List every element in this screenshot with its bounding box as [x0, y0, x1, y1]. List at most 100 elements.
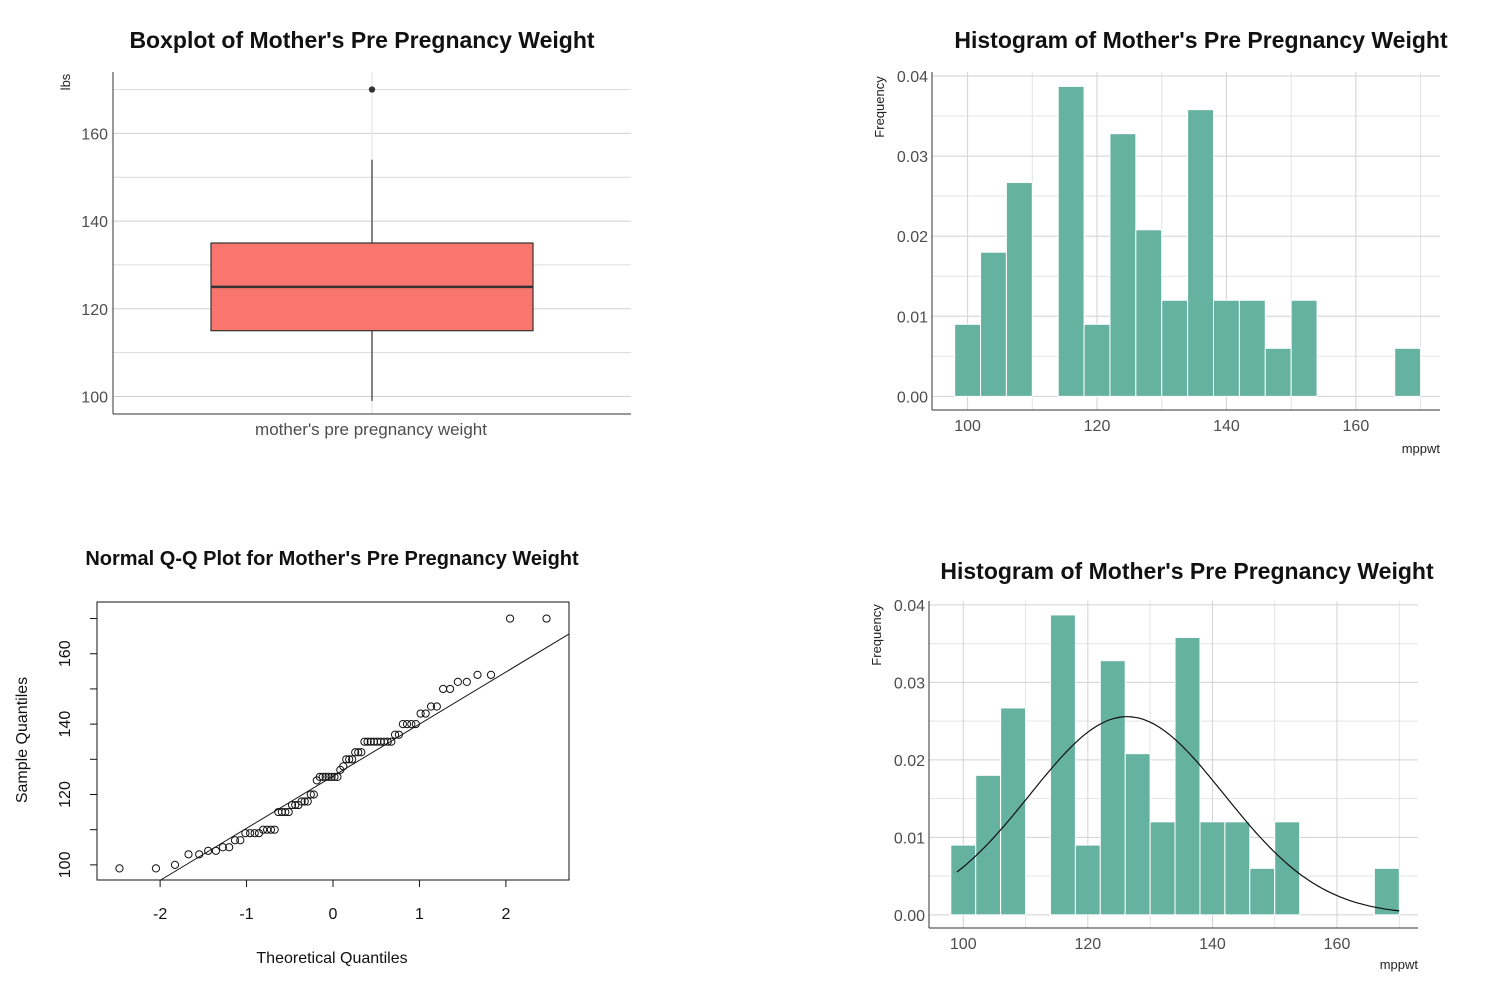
- qq-point: [236, 836, 245, 845]
- qq-point: [230, 836, 240, 845]
- qq-point: [542, 614, 551, 623]
- qq-point: [345, 755, 354, 764]
- boxplot-category-label: mother's pre pregnancy weight: [255, 420, 487, 439]
- y-tick-label: 0.01: [897, 309, 928, 326]
- histogram-bar: [1238, 299, 1266, 397]
- histogram-panel: Histogram of Mother's Pre Pregnancy Weig…: [872, 27, 1448, 456]
- histogram-bar: [1074, 844, 1101, 916]
- y-tick-label: 0.00: [897, 389, 928, 406]
- histogram-bar: [1149, 821, 1176, 916]
- qq-point: [151, 864, 161, 873]
- qq-y-label: Sample Quantiles: [14, 677, 31, 803]
- qq-point: [241, 829, 250, 838]
- histogram-bar: [1373, 867, 1400, 916]
- qq-point: [363, 737, 372, 746]
- qq-point: [473, 670, 482, 679]
- y-tick-label: 120: [81, 302, 108, 319]
- histogram-title: Histogram of Mother's Pre Pregnancy Weig…: [954, 27, 1448, 53]
- qq-point: [398, 720, 407, 729]
- qq-point: [432, 702, 441, 711]
- y-tick-label: 140: [57, 711, 74, 738]
- qq-point: [426, 702, 436, 711]
- y-tick-label: 100: [81, 389, 108, 406]
- qq-point: [421, 709, 430, 718]
- qq-panel: Normal Q-Q Plot for Mother's Pre Pregnan…: [14, 548, 579, 967]
- y-tick-label: 140: [81, 214, 108, 231]
- qq-point: [306, 790, 315, 799]
- qq-point: [115, 864, 124, 873]
- y-tick-label: 0.04: [897, 69, 928, 86]
- histogram-density-x-label: mppwt: [1380, 957, 1419, 972]
- qq-point: [351, 748, 360, 757]
- histogram-bar: [950, 844, 977, 916]
- x-tick-label: 120: [1074, 936, 1101, 953]
- qq-point: [315, 772, 324, 781]
- qq-reference-line: [160, 633, 570, 881]
- y-tick-label: 0.00: [894, 908, 925, 925]
- histogram-bar: [1135, 229, 1163, 397]
- histogram-bar: [1057, 85, 1085, 397]
- histogram-bar: [1161, 299, 1189, 397]
- y-tick-label: 0.02: [897, 229, 928, 246]
- qq-point: [387, 737, 396, 746]
- qq-point: [439, 684, 448, 694]
- x-tick-label: 2: [501, 906, 510, 923]
- histogram-bar: [1099, 660, 1126, 916]
- boxplot-y-label: lbs: [58, 73, 73, 90]
- histogram-y-label: Frequency: [872, 76, 887, 138]
- qq-point: [184, 850, 193, 859]
- qq-point: [407, 720, 416, 729]
- histogram-density-y-label: Frequency: [869, 604, 884, 666]
- qq-point: [266, 825, 276, 834]
- qq-point: [327, 772, 336, 781]
- qq-point: [486, 670, 496, 679]
- qq-point: [366, 737, 375, 746]
- histogram-bar: [1394, 347, 1422, 397]
- histogram-bar: [954, 323, 982, 397]
- x-tick-label: 1: [415, 906, 424, 923]
- x-tick-label: -2: [153, 906, 167, 923]
- histogram-bar: [1224, 821, 1251, 916]
- y-tick-label: 0.01: [894, 830, 925, 847]
- qq-point: [300, 797, 309, 806]
- qq-point: [354, 748, 363, 757]
- histogram-bar: [975, 774, 1002, 916]
- qq-point: [462, 677, 471, 686]
- histogram-bar: [1274, 821, 1301, 916]
- qq-x-label: Theoretical Quantiles: [256, 950, 407, 967]
- histogram-bar: [1000, 707, 1027, 916]
- x-tick-label: 100: [950, 936, 977, 953]
- qq-point: [383, 737, 392, 746]
- x-tick-label: 140: [1199, 936, 1226, 953]
- y-tick-label: 0.04: [894, 598, 925, 615]
- qq-point: [348, 755, 357, 764]
- qq-point: [284, 807, 293, 817]
- y-tick-label: 0.03: [897, 149, 928, 166]
- qq-point: [357, 748, 366, 757]
- histogram-bar: [1174, 636, 1201, 916]
- qq-point: [281, 807, 290, 817]
- qq-point: [246, 829, 255, 838]
- qq-point: [416, 709, 425, 718]
- density-curve: [956, 716, 1400, 912]
- qq-title: Normal Q-Q Plot for Mother's Pre Pregnan…: [85, 548, 579, 570]
- histogram-bar: [1124, 753, 1151, 916]
- x-tick-label: 0: [329, 906, 338, 923]
- histogram-bar: [1083, 323, 1111, 397]
- qq-point: [259, 825, 268, 834]
- y-tick-label: 100: [57, 851, 74, 878]
- qq-point: [445, 684, 455, 694]
- boxplot-panel: Boxplot of Mother's Pre Pregnancy Weight…: [58, 27, 631, 439]
- qq-point: [369, 737, 379, 746]
- histogram-bar: [1290, 299, 1318, 397]
- y-tick-label: 0.03: [894, 675, 925, 692]
- qq-point: [342, 755, 351, 764]
- qq-point: [505, 614, 515, 623]
- x-tick-label: -1: [239, 906, 253, 923]
- x-tick-label: 100: [954, 418, 981, 435]
- histogram-bar: [1187, 109, 1215, 397]
- histogram-x-label: mppwt: [1402, 441, 1441, 456]
- plot-frame: [96, 601, 570, 881]
- histogram-density-panel: Histogram of Mother's Pre Pregnancy Weig…: [869, 558, 1434, 972]
